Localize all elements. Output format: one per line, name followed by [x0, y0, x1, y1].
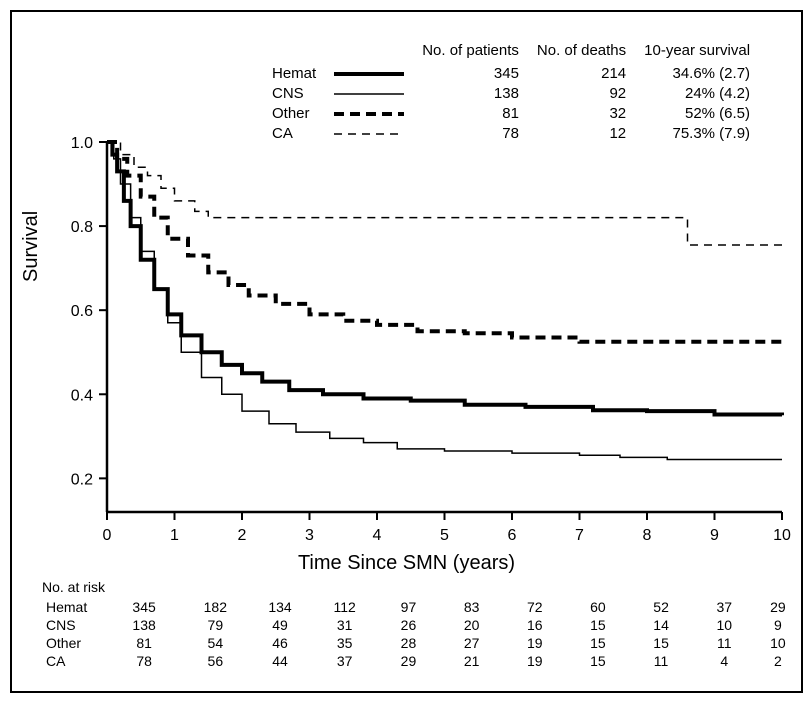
risk-cell: 2 — [757, 653, 799, 669]
legend-survival: 24% (4.2) — [636, 85, 758, 103]
svg-text:0.4: 0.4 — [71, 387, 93, 404]
legend-label: CA — [264, 125, 324, 143]
risk-cell: 14 — [631, 617, 692, 633]
risk-cell: 134 — [249, 599, 312, 615]
risk-table-title: No. at risk — [42, 579, 801, 597]
legend-table: No. of patients No. of deaths 10-year su… — [262, 40, 760, 145]
legend-survival: 75.3% (7.9) — [636, 125, 758, 143]
svg-text:0.8: 0.8 — [71, 219, 93, 236]
legend-patients: 78 — [414, 125, 527, 143]
risk-cell: 72 — [504, 599, 565, 615]
risk-cell: 11 — [694, 635, 755, 651]
risk-cell: 78 — [106, 653, 182, 669]
legend-line-sample — [326, 105, 412, 123]
legend-deaths: 32 — [529, 105, 634, 123]
y-axis-label: Survival — [20, 211, 43, 282]
risk-cell: 52 — [631, 599, 692, 615]
legend-survival: 34.6% (2.7) — [636, 65, 758, 83]
risk-cell: 15 — [631, 635, 692, 651]
legend-header-deaths: No. of deaths — [529, 42, 634, 63]
legend-deaths: 12 — [529, 125, 634, 143]
risk-cell: 31 — [313, 617, 376, 633]
legend-patients: 345 — [414, 65, 527, 83]
risk-cell: 37 — [694, 599, 755, 615]
svg-text:5: 5 — [440, 527, 449, 544]
risk-cell: 10 — [694, 617, 755, 633]
risk-cell: 15 — [567, 653, 628, 669]
risk-cell: 35 — [313, 635, 376, 651]
x-axis-label: Time Since SMN (years) — [12, 552, 801, 575]
risk-cell: 15 — [567, 635, 628, 651]
risk-row-label: Hemat — [44, 599, 104, 615]
risk-cell: 138 — [106, 617, 182, 633]
svg-text:0.2: 0.2 — [71, 471, 93, 488]
svg-text:8: 8 — [643, 527, 652, 544]
figure-container: 0123456789100.20.40.60.81.0 Survival Tim… — [10, 10, 803, 693]
risk-cell: 49 — [249, 617, 312, 633]
legend-deaths: 92 — [529, 85, 634, 103]
risk-cell: 83 — [441, 599, 502, 615]
risk-cell: 345 — [106, 599, 182, 615]
svg-text:9: 9 — [710, 527, 719, 544]
risk-cell: 79 — [184, 617, 247, 633]
legend-patients: 81 — [414, 105, 527, 123]
legend-line-sample — [326, 85, 412, 103]
svg-text:7: 7 — [575, 527, 584, 544]
svg-text:6: 6 — [508, 527, 517, 544]
risk-table: No. at risk Hemat34518213411297837260523… — [42, 579, 801, 671]
risk-cell: 15 — [567, 617, 628, 633]
svg-text:0.6: 0.6 — [71, 303, 93, 320]
legend-header-patients: No. of patients — [414, 42, 527, 63]
risk-row-label: CNS — [44, 617, 104, 633]
risk-cell: 37 — [313, 653, 376, 669]
risk-cell: 29 — [378, 653, 439, 669]
svg-text:10: 10 — [773, 527, 791, 544]
risk-cell: 29 — [757, 599, 799, 615]
legend-label: Other — [264, 105, 324, 123]
risk-cell: 20 — [441, 617, 502, 633]
risk-row-label: CA — [44, 653, 104, 669]
risk-cell: 112 — [313, 599, 376, 615]
risk-cell: 9 — [757, 617, 799, 633]
legend-header-survival: 10-year survival — [636, 42, 758, 63]
risk-cell: 46 — [249, 635, 312, 651]
risk-cell: 11 — [631, 653, 692, 669]
svg-text:1.0: 1.0 — [71, 135, 93, 152]
svg-text:0: 0 — [103, 527, 112, 544]
legend-label: CNS — [264, 85, 324, 103]
risk-cell: 27 — [441, 635, 502, 651]
risk-cell: 81 — [106, 635, 182, 651]
risk-cell: 60 — [567, 599, 628, 615]
risk-cell: 10 — [757, 635, 799, 651]
risk-cell: 56 — [184, 653, 247, 669]
svg-text:2: 2 — [238, 527, 247, 544]
risk-cell: 4 — [694, 653, 755, 669]
risk-cell: 19 — [504, 653, 565, 669]
risk-cell: 19 — [504, 635, 565, 651]
svg-text:1: 1 — [170, 527, 179, 544]
legend-label: Hemat — [264, 65, 324, 83]
legend-survival: 52% (6.5) — [636, 105, 758, 123]
legend-line-sample — [326, 65, 412, 83]
risk-cell: 54 — [184, 635, 247, 651]
risk-cell: 97 — [378, 599, 439, 615]
svg-text:3: 3 — [305, 527, 314, 544]
risk-cell: 44 — [249, 653, 312, 669]
risk-row-label: Other — [44, 635, 104, 651]
risk-cell: 16 — [504, 617, 565, 633]
risk-cell: 182 — [184, 599, 247, 615]
risk-cell: 21 — [441, 653, 502, 669]
svg-text:4: 4 — [373, 527, 382, 544]
risk-cell: 28 — [378, 635, 439, 651]
legend-line-sample — [326, 125, 412, 143]
legend-patients: 138 — [414, 85, 527, 103]
risk-cell: 26 — [378, 617, 439, 633]
legend-deaths: 214 — [529, 65, 634, 83]
